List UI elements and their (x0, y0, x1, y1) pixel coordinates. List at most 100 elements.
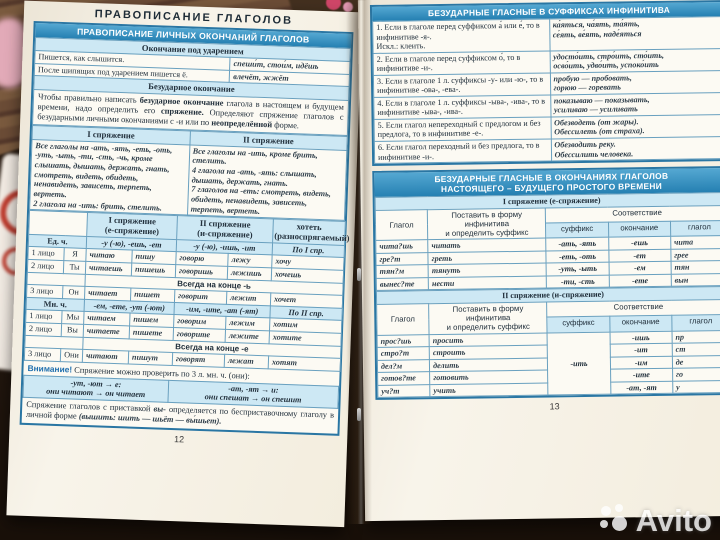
col-header-infinitive: Поставить в форму инфинитива и определит… (427, 207, 547, 240)
person-cell: 1 лицо (25, 309, 63, 324)
right-page: БЕЗУДАРНЫЕ ГЛАСНЫЕ В СУФФИКСАХ ИНФИНИТИВ… (357, 0, 720, 522)
verb-cell: лежат (224, 354, 269, 369)
person-cell: 3 лицо (24, 347, 61, 362)
avito-logo-icon (599, 504, 630, 536)
hotet-column-header: хотеть (разноспрягаемый) (272, 219, 350, 245)
rule-cell: 1. Если в глаголе перед суффиксом а́ или… (372, 18, 550, 54)
result-cell: го (672, 367, 720, 381)
personal-forms-table: I спряжение (е-спряжение) II спряжение (… (24, 210, 350, 372)
verb-cell: читают (82, 349, 129, 364)
verb-cell: пишут (128, 351, 173, 366)
example-cell: Обезводить реку. Обессилить человека. (550, 136, 720, 162)
conj1-analysis-table: I спряжение (е-спряжение) Глагол Постави… (375, 192, 720, 291)
footnote-bold: вы- (153, 404, 167, 414)
ending-cell: -ат, -ят (610, 380, 673, 395)
conj2-column-header: II спряжение (и-спряжение) (176, 215, 274, 243)
col-header-ending: окончание (609, 315, 672, 332)
example-cell: Обезводеть (от жары). Обессилеть (от стр… (550, 114, 720, 139)
verb-cell: дел?м (377, 359, 430, 373)
conj1-column-header: I спряжение (е-спряжение) (86, 212, 178, 240)
person-cell: 2 лицо (25, 322, 62, 337)
verb-cell: вынес?те (376, 277, 429, 291)
attention-label: Внимание! (27, 362, 73, 375)
pronoun-cell: Он (62, 285, 85, 300)
ending-cell: -ишь (609, 330, 672, 345)
pronoun-cell: Вы (61, 323, 84, 338)
verb-cell: уч?т (377, 384, 431, 398)
verb-cell: говорят (172, 352, 225, 368)
table-row: Все глаголы на -ать, -ять, -еть, -оть, -… (29, 138, 347, 221)
infinitive-suffix-table: 1. Если в глаголе перед суффиксом а́ или… (372, 16, 720, 164)
suffix-cell: -еть, -оть (546, 249, 609, 264)
result-cell: чита (670, 235, 720, 250)
background-dot (326, 0, 341, 10)
conj2-analysis-table: II спряжение (и-спряжение) Глагол Постав… (376, 286, 720, 398)
pronoun-cell: Мы (61, 310, 85, 325)
rule-cell: 4. Если в глаголе 1 л. суффиксы -ыва-, -… (373, 94, 551, 120)
conjugation-definition-table: I спряжение II спряжение Все глаголы на … (29, 125, 348, 221)
table-row: 1. Если в глаголе перед суффиксом а́ или… (372, 16, 720, 54)
verb-cell: гре?т (375, 252, 429, 266)
table-row: 6. Если глагол переходный и без предлога… (374, 136, 720, 164)
staple (357, 268, 361, 281)
col-header-verb: Глагол (375, 209, 428, 241)
conj1-verbs-cell: Все глаголы на -ать, -ять, -еть, -оть, -… (29, 138, 190, 216)
rule-cell: 3. Если в глаголе 1 л. суффиксы -у- или … (373, 72, 551, 98)
verb-cell: чита?шь (375, 239, 429, 254)
empty-cell (28, 210, 88, 236)
staple (357, 408, 361, 421)
example-cell: пробую — пробовать, горюю — горевать (549, 70, 720, 95)
example-cell: ка́яться, ча́ять, та́ять, се́ять, ве́ять… (549, 16, 720, 51)
ending-cell: -ете (608, 274, 672, 288)
person-cell: 3 лицо (26, 284, 63, 299)
verb-cell: готов?те (377, 371, 430, 386)
example-cell: удосто́ить, стро́ить, сто́ить, осво́ить,… (549, 48, 720, 73)
col-header-ending: окончание (608, 221, 671, 238)
rule-cell: 6. Если глагол переходный и без предлога… (374, 138, 552, 164)
result-cell: тян (670, 260, 720, 275)
verb-cell: прос?шь (377, 334, 430, 348)
person-cell: 1 лицо (27, 246, 65, 261)
result-cell: грее (670, 248, 720, 262)
pronoun-cell: Ты (63, 260, 86, 274)
left-page: ПРАВОПИСАНИЕ ГЛАГОЛОВ ПРАВОПИСАНИЕ ЛИЧНЫ… (6, 0, 363, 528)
ending-cell: -им (610, 355, 673, 370)
example-cell: показываю — показывать, усиливаю — усили… (550, 92, 720, 117)
pronoun-cell: Они (60, 348, 83, 363)
intro-bold: неопределённой (211, 118, 273, 130)
suffix-cell: -ать, -ять (546, 237, 609, 251)
watermark-text: Avito (635, 503, 712, 538)
stressed-endings-table: Окончание под ударением Пишется, как слы… (32, 37, 351, 136)
col-header-suffix: суффикс (545, 222, 609, 239)
unstressed-endings-section: БЕЗУДАРНЫЕ ГЛАСНЫЕ В ОКОНЧАНИЯХ ГЛАГОЛОВ… (372, 166, 720, 401)
infinitive-suffix-section: БЕЗУДАРНЫЕ ГЛАСНЫЕ В СУФФИКСАХ ИНФИНИТИВ… (369, 0, 720, 167)
col-header-suffix: суффикс (547, 316, 610, 333)
ending-cell: -ет (608, 249, 671, 263)
left-page-main-table: ПРАВОПИСАНИЕ ЛИЧНЫХ ОКОНЧАНИЙ ГЛАГОЛОВ О… (19, 20, 354, 436)
suffix-cell: -уть, -ыть (546, 262, 609, 276)
verb-cell: тян?м (376, 264, 429, 279)
background-dot (343, 2, 353, 12)
intro-text: форме. (271, 120, 300, 131)
col-header-verb: Глагол (376, 303, 430, 335)
col-header-infinitive: Поставить в форму инфинитива и определит… (428, 301, 548, 335)
ending-cell: -ит (609, 343, 673, 357)
result-cell: у (672, 380, 720, 394)
avito-watermark: Avito (599, 503, 712, 538)
conj2-verbs-cell: Все глаголы на -ить, кроме брить, стелит… (186, 144, 347, 221)
pronoun-cell: Я (63, 247, 87, 262)
intro-bold: спряжение. (160, 106, 204, 117)
result-cell: ст (671, 342, 720, 356)
col-header-result: глагол (671, 314, 720, 331)
infinitive-cell: нести (428, 275, 547, 291)
suffix-cell: -ти, -сть (546, 275, 610, 289)
verb-cell: стро?т (377, 346, 430, 361)
rule-cell: 2. Если в глаголе перед суффиксом о́, то… (373, 50, 550, 76)
ending-cell: -ем (608, 261, 672, 276)
rule-cell: 5. Если глагол непереходный с предлогом … (374, 116, 551, 142)
page-number-right: 13 (549, 401, 560, 412)
ending-cell: -ите (610, 368, 673, 382)
result-cell: де (672, 355, 720, 369)
result-cell: пр (671, 329, 720, 344)
